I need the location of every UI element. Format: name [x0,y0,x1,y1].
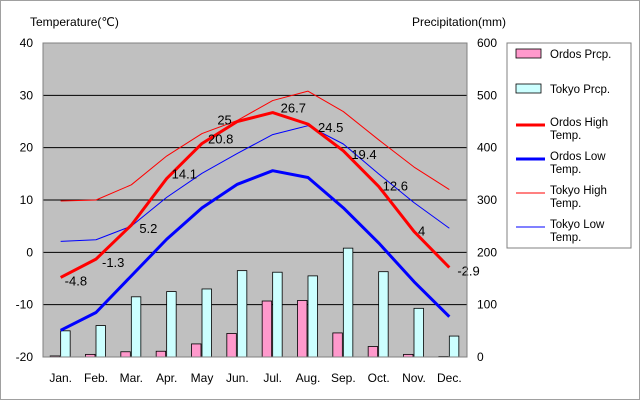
x-tick-label: Mar. [120,371,143,385]
legend-ordos-prcp-swatch [515,48,542,59]
data-label: 14.1 [172,167,197,182]
data-labels: -4.8 -1.3 5.2 14.1 20.8 25 26.7 24.5 19.4 12.6 4 -2… [65,101,480,289]
left-tick-label: 10 [20,193,34,207]
data-label: -4.8 [65,273,87,288]
data-label: 19.4 [351,147,376,162]
bar-tokyo-prcp [130,296,142,358]
legend-label: Ordos Low Temp. [550,151,606,176]
bar-ordos-prcp [191,343,202,358]
left-axis-label: Temperature(℃) [30,15,119,29]
bars [49,247,460,358]
left-tick-label: 20 [20,141,34,155]
x-tick-label: Oct. [368,371,390,385]
bar-tokyo-prcp [236,270,248,358]
bar-tokyo-prcp [307,275,318,358]
right-tick-label: 600 [477,36,497,50]
right-tick-label: 300 [477,193,497,207]
x-tick-label: Jul. [263,371,282,385]
left-tick-label: 0 [26,245,33,259]
data-label: 24.5 [318,120,343,135]
bar-ordos-prcp [226,333,237,358]
legend-label: Tokyo Low Temp. [550,219,605,244]
right-tick-label: 500 [477,88,497,102]
x-tick-label: Dec. [437,371,462,385]
legend-label: Tokyo Prcp. [550,84,610,96]
x-tick-label: May [191,371,214,385]
bar-tokyo-prcp [342,247,354,358]
left-ticks: 40 30 20 10 0 -10 -20 [16,36,34,364]
bar-tokyo-prcp [166,291,177,358]
legend-tokyo-prcp-swatch [515,83,542,94]
legend-label: Ordos Prcp. [550,49,611,61]
data-label: 20.8 [208,131,233,146]
x-tick-label: Sep. [331,371,356,385]
right-axis-label: Precipitation(mm) [412,15,506,29]
right-tick-label: 0 [477,350,484,364]
data-label: 12.6 [383,178,408,193]
data-label: 5.2 [139,221,157,236]
right-ticks: 600 500 400 300 200 100 0 [477,36,497,364]
tokyo-low-line [60,125,450,242]
right-tick-label: 200 [477,245,497,259]
bar-ordos-prcp [155,350,167,358]
ordos-high-line [59,111,451,279]
bar-ordos-prcp [297,300,308,358]
x-tick-label: Apr. [156,371,177,385]
bar-tokyo-prcp [95,325,106,358]
legend-label: Ordos High Temp. [550,117,608,142]
x-tick-label: Nov. [402,371,426,385]
legend: Ordos Prcp. Tokyo Prcp. Ordos High Temp. Ord… [506,42,632,249]
x-ticks: Jan. Feb. Mar. Apr. May Jun. Jul. Aug. Sep. Oct. N… [49,371,461,385]
x-tick-label: Aug. [296,371,321,385]
left-tick-label: 40 [20,36,34,50]
left-tick-label: 30 [20,88,34,102]
ordos-low-line [59,169,451,332]
bar-tokyo-prcp [378,271,389,358]
legend-box [506,42,632,249]
bar-tokyo-prcp [272,271,283,358]
x-tick-label: Jun. [226,371,249,385]
x-tick-label: Jan. [49,371,72,385]
bar-ordos-prcp [367,346,379,358]
bar-ordos-prcp [120,351,131,358]
bar-ordos-prcp [332,332,343,358]
bar-tokyo-prcp [448,335,460,358]
temperature-lines [59,90,451,332]
legend-label: Tokyo High Temp. [550,185,607,210]
plot-border [42,42,468,358]
bar-tokyo-prcp [201,288,212,358]
data-label: -2.9 [457,264,479,279]
left-tick-label: -10 [16,298,34,312]
right-tick-label: 100 [477,298,497,312]
data-label: 4 [418,223,425,238]
bar-tokyo-prcp [60,330,71,358]
x-tick-label: Feb. [84,371,108,385]
data-label: -1.3 [102,255,124,270]
bar-tokyo-prcp [413,307,424,358]
right-tick-label: 400 [477,141,497,155]
bar-ordos-prcp [261,300,273,358]
left-tick-label: -20 [16,350,34,364]
data-label: 25 [217,113,231,128]
tokyo-high-line [60,90,450,202]
data-label: 26.7 [281,101,306,116]
